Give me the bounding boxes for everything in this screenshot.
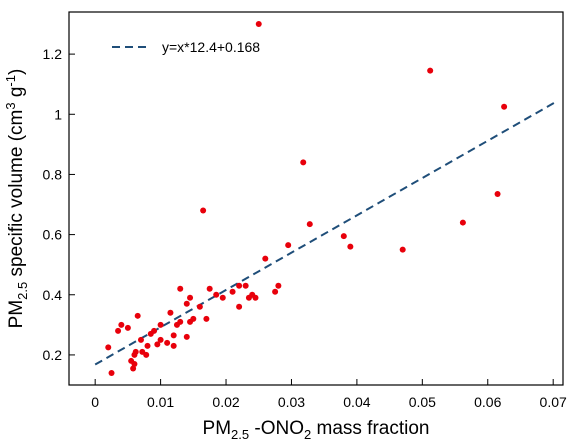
data-point: [213, 291, 220, 298]
x-label-sub: 2.5: [231, 427, 249, 441]
data-point: [459, 219, 466, 226]
data-point: [118, 321, 125, 328]
data-point: [130, 365, 137, 372]
data-point: [131, 351, 138, 358]
data-point: [206, 285, 213, 292]
x-axis-ticks: 0 0.01 0.02 0.03 0.04 0.05 0.06 0.07: [91, 379, 567, 410]
y-tick-label: 1: [54, 106, 62, 122]
data-point: [108, 369, 115, 376]
data-point: [183, 333, 190, 340]
data-point: [170, 332, 177, 339]
x-label-main: PM: [203, 418, 232, 439]
data-point: [236, 303, 243, 310]
legend: y=x*12.4+0.168: [112, 39, 260, 55]
data-point: [167, 309, 174, 316]
legend-label: y=x*12.4+0.168: [162, 39, 260, 55]
y-label-main: PM: [6, 300, 27, 329]
data-point: [262, 255, 269, 262]
y-tick-label: 0.8: [43, 166, 63, 182]
data-point: [306, 221, 313, 228]
data-point: [157, 336, 164, 343]
y-tick-label: 1.2: [43, 46, 63, 62]
data-point: [501, 103, 508, 110]
y-label-end: ): [6, 69, 27, 75]
data-point: [164, 339, 171, 346]
x-tick-label: 0.03: [278, 394, 305, 410]
data-point: [134, 312, 141, 319]
data-point: [242, 282, 249, 289]
data-point: [494, 190, 501, 197]
data-point: [285, 242, 292, 249]
data-point: [131, 360, 138, 367]
x-tick-label: 0: [91, 394, 99, 410]
data-point: [300, 159, 307, 166]
y-tick-label: 0.2: [43, 347, 63, 363]
y-label-sup: 3: [3, 102, 18, 109]
data-point: [143, 351, 150, 358]
data-point: [347, 243, 354, 250]
x-tick-label: 0.07: [540, 394, 567, 410]
x-label-end: mass fraction: [311, 418, 429, 439]
fit-line-layer: [94, 100, 557, 366]
data-point: [151, 327, 158, 334]
data-point: [252, 294, 259, 301]
data-point: [229, 288, 236, 295]
y-label-mid: specific volume (cm: [6, 110, 27, 282]
data-point: [115, 327, 122, 334]
x-label-mid: -ONO: [249, 418, 304, 439]
x-tick-label: 0.06: [474, 394, 501, 410]
data-point: [200, 207, 207, 214]
data-point: [399, 246, 406, 253]
data-point: [183, 300, 190, 307]
y-axis-ticks: 0.2 0.4 0.6 0.8 1 1.2: [43, 46, 75, 363]
x-axis-label: PM2.5 -ONO2 mass fraction: [203, 418, 430, 441]
y-tick-label: 0.6: [43, 227, 63, 243]
data-point: [170, 342, 177, 349]
data-point: [154, 341, 161, 348]
data-point: [177, 285, 184, 292]
y-label-mid2: g: [6, 87, 27, 103]
x-tick-label: 0.02: [212, 394, 239, 410]
data-point: [187, 318, 194, 325]
data-point: [272, 288, 279, 295]
plot-frame: [68, 11, 564, 386]
data-point: [124, 324, 131, 331]
data-point: [144, 342, 151, 349]
data-point: [177, 318, 184, 325]
y-tick-label: 0.4: [43, 287, 63, 303]
data-points: [105, 21, 508, 376]
data-point: [137, 336, 144, 343]
data-point: [157, 321, 164, 328]
fit-line: [94, 100, 557, 366]
data-point: [219, 294, 226, 301]
x-label-sub2: 2: [304, 427, 311, 441]
data-point: [275, 282, 282, 289]
data-point: [187, 294, 194, 301]
data-point: [427, 67, 434, 74]
data-point: [196, 303, 203, 310]
x-tick-label: 0.01: [147, 394, 174, 410]
data-point: [105, 344, 112, 351]
data-point: [255, 21, 262, 28]
y-label-sup2: -1: [3, 75, 18, 87]
y-axis-label: PM2.5 specific volume (cm3 g-1): [3, 69, 30, 329]
data-point: [340, 233, 347, 240]
data-point: [203, 315, 210, 322]
data-point: [236, 282, 243, 289]
y-label-sub: 2.5: [15, 282, 30, 300]
x-tick-label: 0.04: [343, 394, 370, 410]
x-tick-label: 0.05: [409, 394, 436, 410]
